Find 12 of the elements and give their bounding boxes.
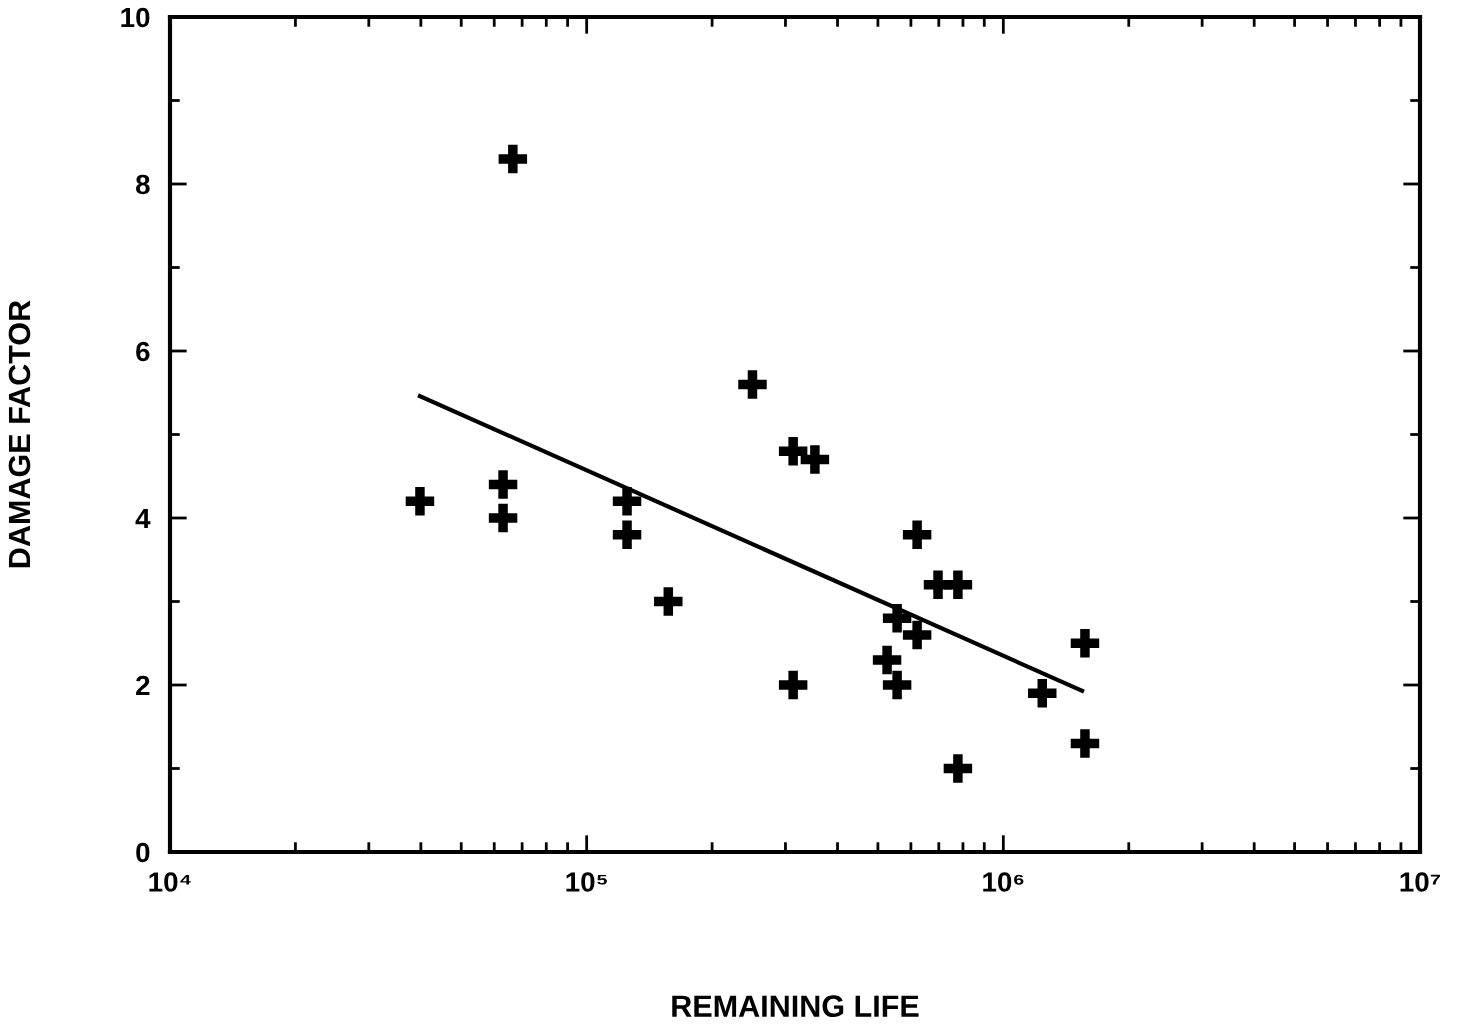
y-tick-label: 8 (135, 174, 150, 195)
x-tick-label: 10⁴ (149, 872, 191, 892)
y-axis-title: DAMAGE FACTOR (8, 300, 31, 568)
y-tick-label: 2 (136, 675, 150, 696)
y-tick-label: 10 (121, 7, 150, 28)
x-tick-label: 10⁶ (983, 872, 1024, 892)
x-axis-title: REMAINING LIFE (672, 995, 919, 1017)
y-tick-label: 6 (136, 341, 150, 362)
y-tick-label: 0 (136, 842, 150, 863)
x-tick-label: 10⁷ (1400, 872, 1440, 892)
y-tick-label: 4 (135, 508, 151, 529)
x-tick-label: 10⁵ (566, 872, 607, 892)
